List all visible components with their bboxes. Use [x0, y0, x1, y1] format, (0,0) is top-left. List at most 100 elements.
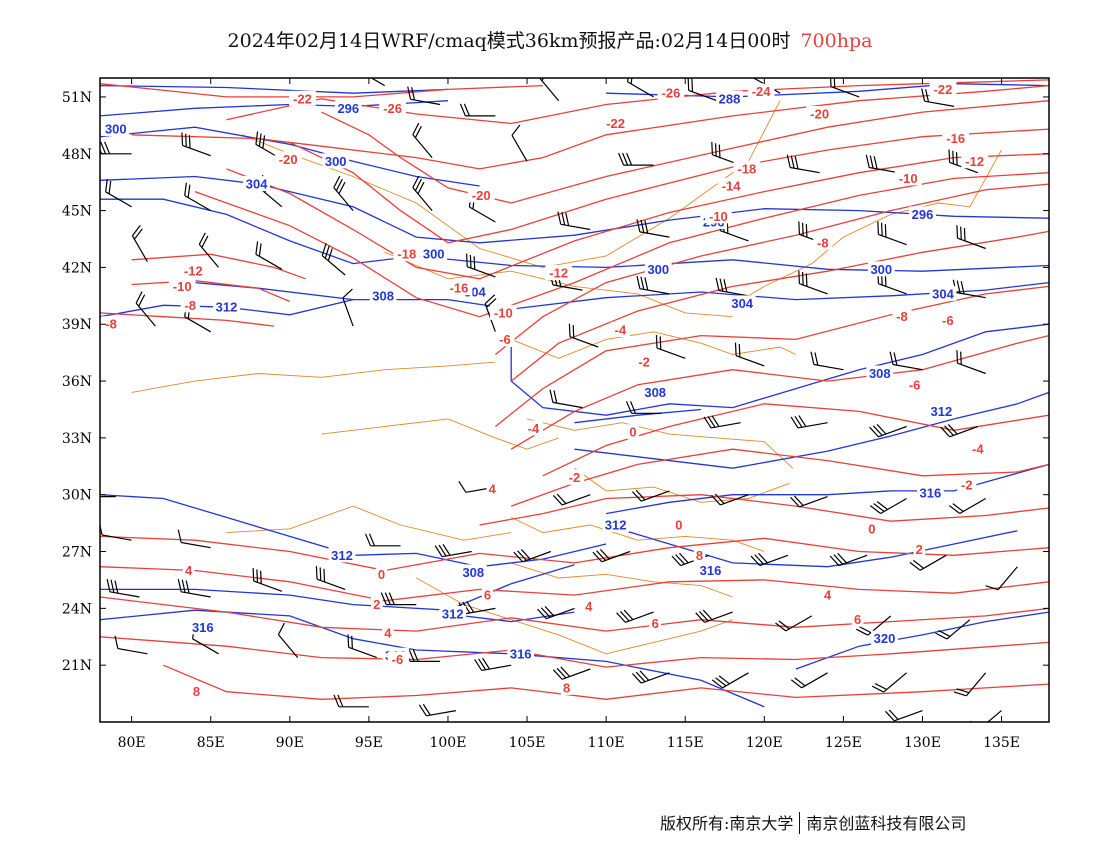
wind-barb — [114, 635, 148, 655]
theta-label: 312 — [331, 548, 353, 563]
wind-barb — [184, 182, 211, 212]
temperature-label: 0 — [629, 425, 636, 440]
wind-barb — [734, 342, 765, 367]
wind-barb — [333, 694, 369, 708]
theta-label-bg — [459, 564, 487, 580]
temperature-label: 0 — [675, 518, 682, 533]
temperature-label-bg — [382, 625, 394, 640]
theta-label-bg — [917, 484, 944, 500]
temperature-label: -4 — [615, 322, 627, 337]
temperature-contour — [131, 253, 306, 280]
chart-title: 2024年02月14日WRF/cmaq模式36km预报产品:02月14日00时 7… — [0, 26, 1100, 53]
wind-barb — [865, 154, 899, 174]
temperature-label: 8 — [696, 548, 703, 563]
wind-barb — [869, 497, 907, 515]
theta-label: 312 — [605, 518, 627, 533]
wind-barb — [333, 175, 354, 211]
wind-barb — [513, 549, 552, 563]
wind-barb — [434, 544, 472, 558]
lon-label: 125E — [825, 735, 862, 751]
lon-label: 115E — [667, 735, 704, 751]
lat-label: 24N — [62, 601, 92, 617]
temperature-label-bg — [523, 420, 543, 436]
wind-barb — [790, 495, 828, 508]
temperature-label: -26 — [662, 86, 681, 101]
theta-label-bg — [334, 100, 362, 116]
temperature-contour — [100, 566, 1049, 602]
temperature-label: -18 — [397, 247, 416, 262]
copyright-owner: 版权所有:南京大学 — [660, 814, 794, 833]
province-boundary — [226, 505, 512, 541]
lon-label: 100E — [429, 735, 466, 751]
wind-barb — [131, 225, 148, 263]
theta-label-bg — [507, 645, 535, 661]
temperature-label: -14 — [722, 179, 742, 194]
temperature-label: -20 — [810, 107, 829, 122]
temperature-label-bg — [393, 246, 421, 262]
temperature-label: -6 — [392, 652, 404, 667]
theta-label: 300 — [870, 262, 892, 277]
theta-contour — [100, 84, 449, 94]
temperature-label: -10 — [709, 209, 728, 224]
temperature-label-bg — [821, 587, 834, 603]
wind-barb — [412, 175, 433, 211]
theta-label-bg — [369, 287, 397, 303]
temperature-label: -8 — [105, 317, 117, 332]
temperature-label: -6 — [942, 313, 954, 328]
temperature-label: -8 — [896, 309, 908, 324]
temperature-label-bg — [733, 160, 761, 176]
temperature-label: 4 — [384, 626, 392, 641]
lon-label: 95E — [355, 735, 383, 751]
temperature-label-bg — [806, 106, 834, 121]
wind-barb — [538, 78, 560, 102]
wind-barb — [687, 78, 718, 102]
temperature-label: 2 — [373, 597, 380, 612]
wind-barb — [315, 566, 346, 590]
theta-label-bg — [213, 299, 240, 315]
temperature-label: -2 — [569, 470, 581, 485]
theta-label-bg — [189, 619, 217, 635]
temperature-label-bg — [495, 331, 515, 347]
temperature-label-bg — [168, 278, 196, 294]
theta-label-bg — [697, 562, 724, 578]
wind-barb — [474, 657, 512, 672]
temperature-label-bg — [957, 477, 977, 493]
lon-label: 85E — [197, 735, 225, 751]
temperature-label: -10 — [173, 279, 192, 294]
temperature-contour — [321, 100, 1049, 204]
theta-label-bg — [243, 176, 270, 192]
temperature-label-bg — [634, 354, 654, 370]
temperature-label: -12 — [184, 264, 203, 279]
wind-barb — [255, 241, 283, 270]
province-boundary — [511, 562, 733, 598]
temperature-label-bg — [582, 598, 595, 614]
theta-label: 296 — [337, 101, 359, 116]
theta-label-bg — [602, 517, 629, 532]
theta-contour — [795, 611, 1049, 670]
province-boundary — [574, 467, 790, 503]
wind-barb — [618, 152, 654, 166]
theta-label: 300 — [423, 247, 445, 262]
temperature-label: 4 — [185, 563, 193, 578]
temperature-label: -6 — [909, 377, 921, 392]
theta-label: 316 — [700, 563, 722, 578]
province-boundary — [321, 418, 559, 450]
wind-barb — [198, 232, 220, 268]
theta-label: 308 — [462, 565, 484, 580]
weather-map: 2962883003003042962963003003003083043043… — [62, 77, 1050, 751]
lat-label: 27N — [62, 545, 92, 561]
temperature-contour — [494, 285, 1049, 428]
wind-barb — [829, 552, 868, 567]
province-boundary — [511, 331, 797, 359]
temperature-label: 6 — [484, 588, 491, 603]
temperature-contour — [510, 448, 1049, 507]
copyright-footer: 版权所有:南京大学 南京创蓝科技有限公司 — [660, 810, 966, 834]
wind-barb — [790, 415, 828, 429]
temperature-label: -22 — [934, 82, 953, 97]
temperature-label: 4 — [824, 588, 832, 603]
theta-label: 316 — [510, 646, 532, 661]
wind-barb — [347, 634, 378, 659]
temperature-label-bg — [813, 234, 833, 250]
wind-barb — [105, 178, 132, 208]
wind-barb — [695, 609, 733, 623]
